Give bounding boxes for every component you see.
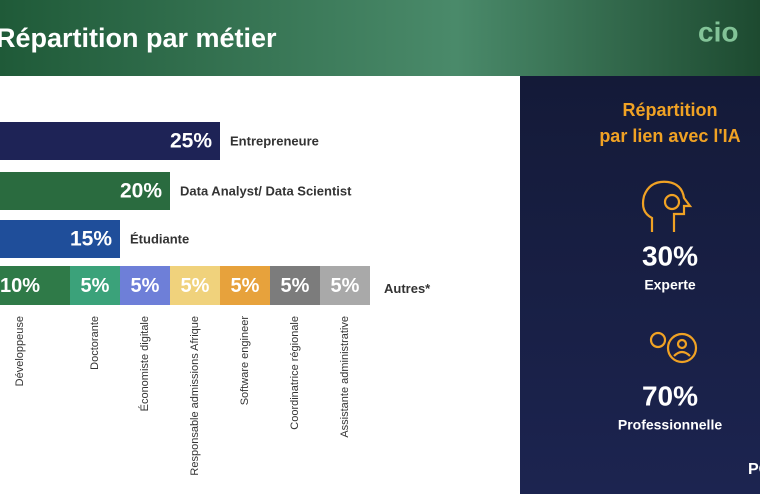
segment [70,266,120,305]
other-label: Autres* [384,281,431,296]
logo: cio [698,16,738,47]
icon-professional [649,331,698,364]
bar [0,122,220,160]
segment-label: 5% [81,275,110,297]
segment-label: 10% [0,275,40,297]
value-label: 15% [70,228,112,251]
header [0,0,760,76]
segment [320,266,370,305]
stat-value: 70% [642,380,698,411]
panel-title: Répartition par lien avec l'IA [599,100,740,146]
segment-label: 5% [131,275,160,297]
footer-logo: PO [748,461,760,478]
segment [120,266,170,305]
segment [220,266,270,305]
segment-label: 5% [281,275,310,297]
segment-category: Développeuse [14,316,26,386]
category-label: Entrepreneure [230,133,319,148]
segment-category: Coordinatrice régionale [289,316,301,430]
value-label: 25% [170,130,212,153]
segment-category: Software engineer [239,316,251,406]
segment [170,266,220,305]
bar [0,172,170,210]
side-panel [520,76,760,494]
stat-label: Professionnelle [618,417,722,433]
segment [270,266,320,305]
segment-category: Responsable admissions Afrique [189,316,201,476]
category-label: Data Analyst/ Data Scientist [180,183,352,198]
segment-category: Assistante administrative [339,316,351,438]
segment-category: Économiste digitale [138,316,151,411]
segment-label: 5% [181,275,210,297]
title: Répartition par métier [0,23,277,53]
stat-value: 30% [642,240,698,271]
category-label: Étudiante [130,231,189,246]
segment-label: 5% [231,275,260,297]
bar [0,220,120,258]
value-label: 20% [120,180,162,203]
segment-label: 5% [331,275,360,297]
segment-category: Doctorante [89,316,101,370]
segment [0,266,70,305]
stat-label: Experte [644,277,696,293]
icon-expert [641,180,693,232]
